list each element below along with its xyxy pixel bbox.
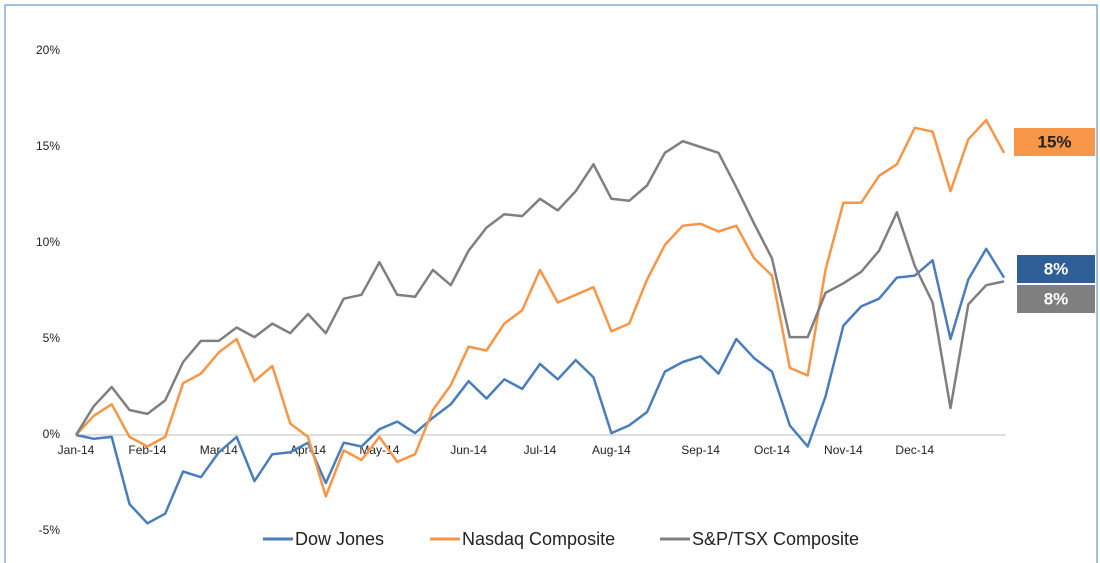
end-badge — [1017, 255, 1095, 283]
x-tick-label: Jun-14 — [450, 443, 487, 457]
y-tick-label: 0% — [43, 427, 61, 441]
legend-label: Dow Jones — [295, 529, 384, 549]
series-line — [74, 139, 1005, 436]
x-tick-label: Mar-14 — [200, 443, 238, 457]
legend-label: S&P/TSX Composite — [692, 529, 859, 549]
x-tick-label: Aug-14 — [592, 443, 631, 457]
x-tick-label: Jan-14 — [58, 443, 95, 457]
y-tick-label: 5% — [43, 331, 61, 345]
x-tick-label: Feb-14 — [128, 443, 166, 457]
end-label: 8% — [1044, 289, 1069, 308]
x-tick-label: May-14 — [359, 443, 399, 457]
series-line — [75, 118, 1006, 498]
x-tick-label: Nov-14 — [824, 443, 863, 457]
end-label: 8% — [1044, 259, 1069, 278]
legend-label: Nasdaq Composite — [462, 529, 615, 549]
x-tick-label: Sep-14 — [681, 443, 720, 457]
frame — [4, 4, 1098, 563]
x-tick-label: Oct-14 — [754, 443, 790, 457]
y-tick-label: 10% — [36, 235, 60, 249]
y-tick-label: -5% — [39, 523, 61, 537]
end-badge — [1017, 285, 1095, 313]
y-tick-label: 15% — [36, 139, 60, 153]
y-tick-label: 20% — [36, 43, 60, 57]
end-badge — [1014, 128, 1095, 156]
series-line — [75, 247, 1006, 525]
end-label: 15% — [1037, 132, 1071, 151]
x-tick-label: Jul-14 — [524, 443, 557, 457]
x-tick-label: Dec-14 — [895, 443, 934, 457]
